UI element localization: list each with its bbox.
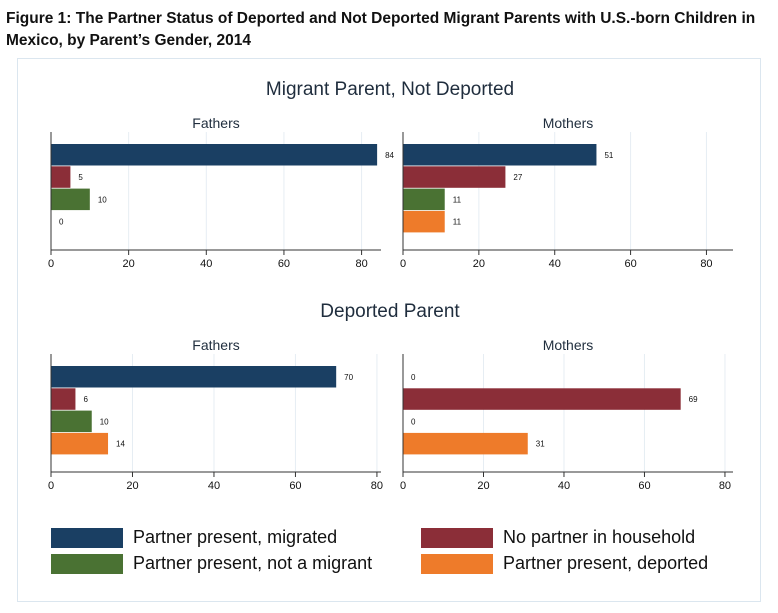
legend-label: No partner in household: [503, 527, 696, 547]
x-tick-label: 40: [549, 258, 561, 270]
x-tick-label: 0: [48, 480, 54, 492]
data-label: 27: [513, 173, 522, 182]
bar-partner-present-not-migrant: [51, 410, 92, 433]
data-label: 6: [83, 395, 88, 404]
legend-swatch: [51, 528, 123, 548]
bar-chart-not-deported-mothers: 51 27 11 11 0 20 40 60 80: [400, 132, 733, 270]
subplot-title-deported-mothers: Mothers: [542, 337, 594, 353]
legend-swatch: [421, 554, 493, 574]
data-label: 31: [536, 440, 545, 449]
x-tick-label: 0: [400, 480, 406, 492]
data-label: 69: [689, 395, 698, 404]
group-title-deported: Deported Parent: [320, 301, 460, 322]
group-title-not-deported: Migrant Parent, Not Deported: [265, 79, 515, 100]
x-tick-label: 20: [126, 480, 138, 492]
x-tick-label: 40: [200, 258, 212, 270]
bar-partner-present-migrated: [51, 144, 378, 166]
bar-no-partner-in-household: [51, 166, 71, 188]
bar-no-partner-in-household: [51, 388, 76, 410]
bar-no-partner-in-household: [403, 388, 681, 410]
subplot-title-not-deported-fathers: Fathers: [192, 115, 240, 131]
legend: Partner present, migrated No partner in …: [51, 527, 751, 588]
x-tick-label: 40: [208, 480, 220, 492]
data-label: 10: [100, 417, 109, 426]
x-tick-label: 60: [289, 480, 301, 492]
bar-partner-present-migrated: [403, 144, 597, 166]
x-tick-label: 0: [400, 258, 406, 270]
bar-no-partner-in-household: [403, 166, 506, 188]
bar-partner-present-migrated: [51, 366, 337, 388]
x-tick-label: 80: [355, 258, 367, 270]
x-tick-label: 80: [371, 480, 383, 492]
figure-frame: Migrant Parent, Not Deported Deported Pa…: [17, 58, 761, 602]
subplot-title-deported-fathers: Fathers: [192, 337, 240, 353]
bar-partner-present-deported: [403, 210, 445, 233]
x-tick-label: 20: [473, 258, 485, 270]
x-tick-label: 20: [477, 480, 489, 492]
data-label: 5: [78, 173, 83, 182]
subplot-title-not-deported-mothers: Mothers: [542, 115, 594, 131]
bar-partner-present-deported: [51, 432, 109, 455]
x-tick-label: 60: [624, 258, 636, 270]
bar-chart-deported-fathers: 70 6 10 14 0 20 40 60 80: [48, 354, 383, 492]
data-label: 11: [453, 218, 462, 227]
legend-label: Partner present, deported: [503, 553, 709, 573]
data-label: 10: [98, 195, 107, 204]
x-tick-label: 60: [278, 258, 290, 270]
data-label: 70: [344, 373, 353, 382]
data-label: 0: [411, 373, 416, 382]
legend-label: Partner present, not a migrant: [133, 553, 373, 573]
bar-chart-not-deported-fathers: 84 5 10 0 0 20 40 60 80: [48, 132, 395, 270]
legend-swatch: [421, 528, 493, 548]
data-label: 11: [453, 195, 462, 204]
x-tick-label: 80: [719, 480, 731, 492]
legend-label: Partner present, migrated: [133, 527, 338, 547]
x-tick-label: 80: [700, 258, 712, 270]
bar-chart-deported-mothers: 0 69 0 31 0 20 40 60 80: [400, 354, 733, 492]
bar-partner-present-deported: [403, 432, 528, 455]
data-label: 14: [116, 440, 125, 449]
data-label: 0: [411, 417, 416, 426]
x-tick-label: 40: [558, 480, 570, 492]
x-tick-label: 60: [638, 480, 650, 492]
data-label: 0: [59, 218, 64, 227]
bar-partner-present-not-migrant: [403, 188, 445, 211]
data-label: 84: [385, 151, 394, 160]
x-tick-label: 0: [48, 258, 54, 270]
data-label: 51: [604, 151, 613, 160]
bar-partner-present-not-migrant: [51, 188, 90, 211]
legend-swatch: [51, 554, 123, 574]
x-tick-label: 20: [123, 258, 135, 270]
figure-title: Figure 1: The Partner Status of Deported…: [6, 10, 756, 49]
